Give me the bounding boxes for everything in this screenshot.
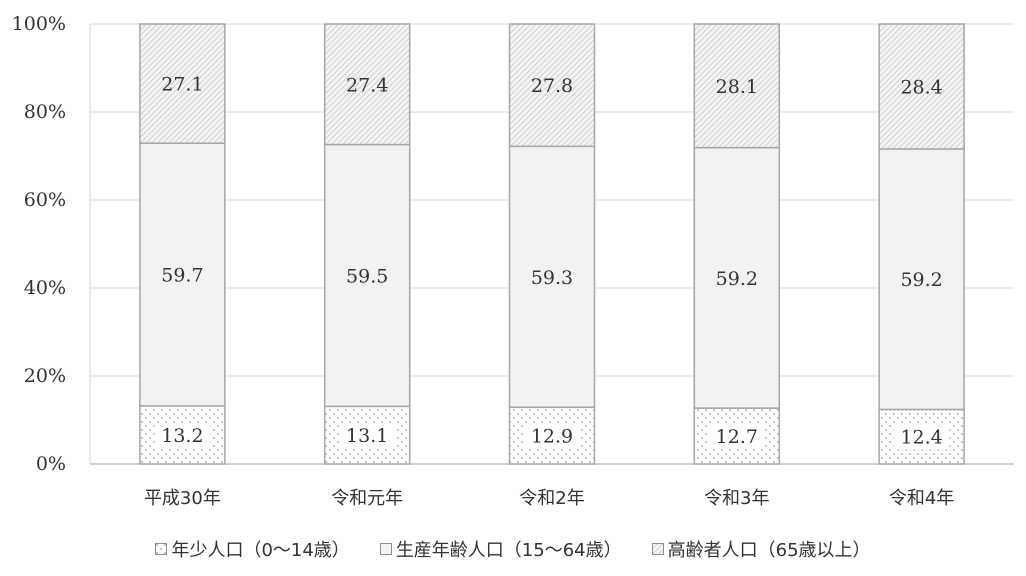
data-label-background [339,423,396,449]
y-tick-label: 60% [24,189,66,211]
data-label: 13.2 [161,425,203,447]
data-label: 12.7 [716,426,758,448]
data-label: 13.1 [346,425,388,447]
legend-item-working-age: 生産年齢人口（15～64歳） [379,536,622,562]
data-labels: 13.2 59.7 27.1 13.1 59.5 27.4 12.9 59.3 27.8 12.7… [154,74,950,450]
legend-label-youth: 年少人口（0～14歳） [171,540,350,561]
legend: 年少人口（0～14歳） 生産年齢人口（15～64歳） 高齢者人口（65歳以上） [0,531,1026,567]
legend-swatch-hatch [651,543,664,555]
stacked-bar-chart: 13.2 59.7 27.1 13.1 59.5 27.4 12.9 59.3 27.8 12.7… [12,13,1014,509]
x-tick-label: 平成30年 [144,488,221,509]
x-tick-label: 令和3年 [704,488,769,509]
data-label: 28.4 [900,76,942,98]
bar-segment-working-age [508,145,596,408]
bar-segment-working-age [878,148,965,411]
bar-segment-elderly [139,23,226,144]
data-label-background [893,424,950,450]
data-label: 27.4 [346,74,388,96]
legend-swatch-dots [155,543,168,555]
y-tick-label: 80% [24,101,66,123]
data-label-background [708,424,765,450]
data-label: 59.2 [716,268,758,290]
legend-label-elderly: 高齢者人口（65歳以上） [667,540,871,561]
legend-label-working-age: 生産年齢人口（15～64歳） [395,540,622,561]
data-label-background [524,423,580,449]
x-axis-tick-labels: 平成30年 令和元年 令和2年 令和3年 令和4年 [144,488,954,509]
data-label: 27.1 [161,74,203,96]
data-label: 28.1 [716,76,758,98]
y-tick-label: 20% [24,365,66,387]
bar-segment-working-age [139,142,226,407]
data-label: 59.7 [161,265,203,287]
data-label: 59.5 [346,265,388,287]
data-label: 59.3 [531,267,573,289]
bar-segment-elderly [323,23,411,146]
y-axis-tick-labels: 0% 20% 40% 60% 80% 100% [12,13,66,475]
x-tick-label: 令和4年 [889,488,954,509]
legend-item-youth: 年少人口（0～14歳） [155,536,350,562]
x-tick-label: 令和2年 [519,488,584,509]
data-label: 12.4 [900,427,942,449]
bars [139,23,965,465]
legend-swatch-solid [379,543,392,555]
x-tick-label: 令和元年 [331,488,403,509]
bar-segment-elderly [508,23,596,148]
y-tick-label: 100% [12,13,66,35]
bar-segment-working-age [693,146,781,409]
data-label: 59.2 [900,269,942,291]
y-tick-label: 40% [24,277,66,299]
bar-segment-working-age [323,143,411,408]
y-tick-label: 0% [36,453,66,475]
data-label: 12.9 [531,426,573,448]
bar-segment-elderly [693,23,781,149]
legend-item-elderly: 高齢者人口（65歳以上） [651,536,871,562]
data-label-background [154,422,211,448]
bar-segment-elderly [878,23,965,150]
data-label: 27.8 [531,75,573,97]
